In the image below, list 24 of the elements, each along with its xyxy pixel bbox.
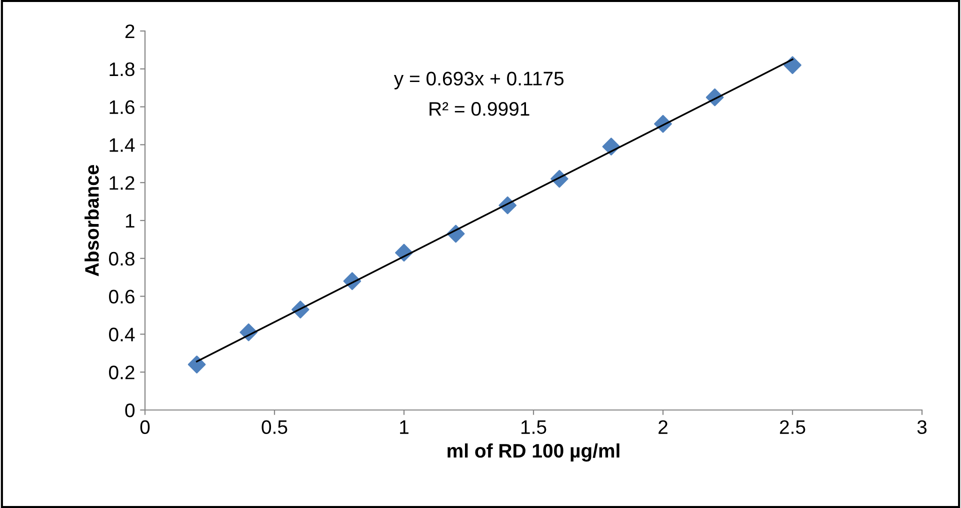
y-tick-label: 1 xyxy=(126,214,134,228)
x-tick-label: 1 xyxy=(400,420,408,434)
x-tick-label: 0 xyxy=(140,420,150,434)
y-tick-label: 1.6 xyxy=(110,100,134,114)
x-tick-label: 2 xyxy=(658,420,668,434)
y-tick-label: 0.4 xyxy=(109,328,135,342)
y-tick-label: 0.8 xyxy=(109,252,134,266)
y-tick-label: 1.2 xyxy=(110,176,134,190)
x-axis-title: ml of RD 100 µg/ml xyxy=(448,443,620,462)
y-tick-label: 1.8 xyxy=(110,62,134,76)
y-tick-label: 1.4 xyxy=(110,138,135,152)
y-tick-label: 0.2 xyxy=(109,366,134,380)
annotation: y = 0.693x + 0.1175 xyxy=(394,72,564,90)
annotation: R² = 0.9991 xyxy=(430,102,530,116)
y-tick-label: 0 xyxy=(125,403,135,418)
y-tick-label: 0.6 xyxy=(109,290,134,304)
x-tick-label: 0.5 xyxy=(262,420,288,434)
point xyxy=(188,356,206,374)
x-tick-label: 3 xyxy=(917,420,927,434)
y-tick-label: 2 xyxy=(125,24,134,38)
y-axis-title: Absorbance xyxy=(84,164,99,276)
point xyxy=(784,56,802,74)
x-tick-label: 1.5 xyxy=(521,420,546,434)
x-tick-label: 2.5 xyxy=(780,420,806,434)
